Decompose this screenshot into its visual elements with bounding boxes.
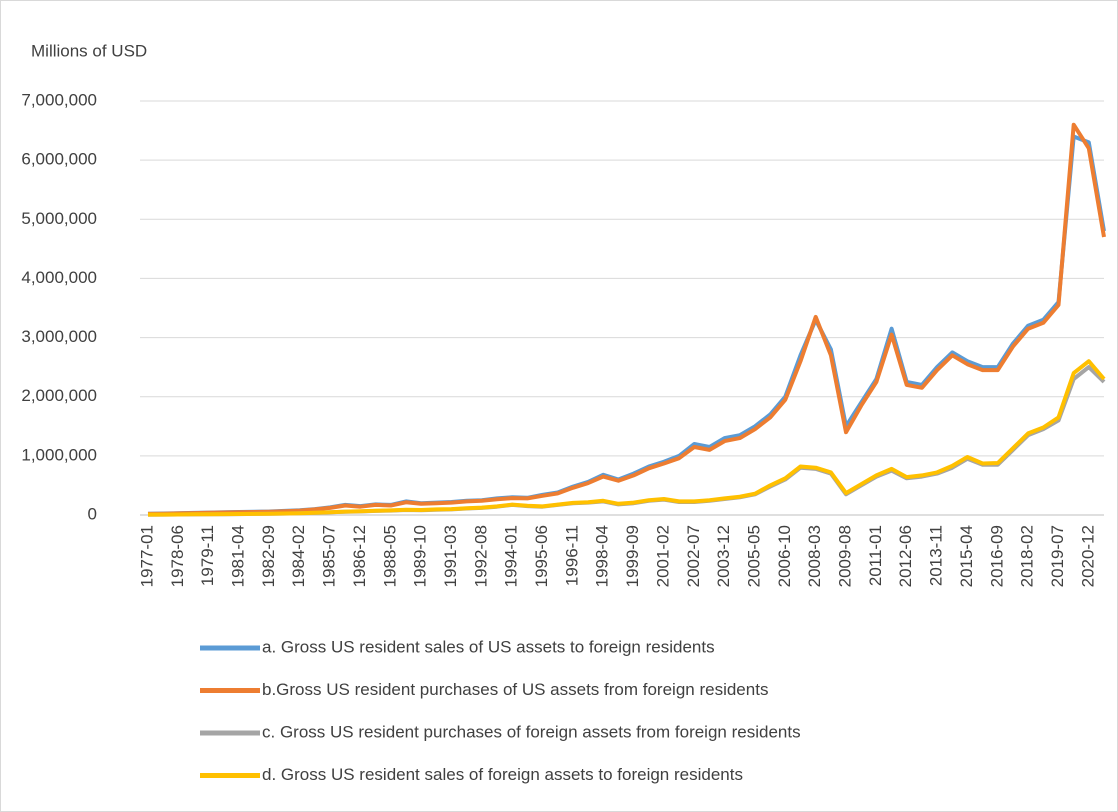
x-tick-label: 1978-06 [168,525,187,587]
x-tick-label: 2012-06 [896,525,915,587]
y-tick-label: 3,000,000 [21,327,97,346]
x-tick-label: 1981-04 [229,525,248,587]
x-tick-label: 2002-07 [684,525,703,587]
x-tick-label: 1982-09 [259,525,278,587]
y-tick-label: 6,000,000 [21,150,97,169]
x-tick-label: 2015-04 [957,525,976,587]
x-tick-label: 1996-11 [562,525,581,586]
x-tick-label: 2006-10 [775,525,794,587]
x-tick-label: 1977-01 [137,525,156,587]
x-tick-label: 1991-03 [441,525,460,587]
y-tick-label: 2,000,000 [21,386,97,405]
x-tick-label: 1984-02 [289,525,308,587]
y-tick-label: 0 [88,504,97,523]
x-tick-label: 1995-06 [532,525,551,587]
x-tick-label: 2011-01 [866,525,885,586]
x-tick-label: 1988-05 [380,525,399,587]
x-tick-label: 1994-01 [502,525,521,587]
x-tick-label: 2019-07 [1048,525,1067,587]
x-tick-label: 2005-05 [744,525,763,587]
x-tick-label: 2008-03 [805,525,824,587]
x-tick-label: 2018-02 [1018,525,1037,587]
legend-label: a. Gross US resident sales of US assets … [262,637,715,656]
y-tick-label: 4,000,000 [21,268,97,287]
series-line [147,122,1106,516]
series-line [148,359,1106,517]
x-tick-label: 2003-12 [714,525,733,587]
x-tick-label: 2020-12 [1078,525,1097,587]
x-tick-label: 1986-12 [350,525,369,587]
x-tick-label: 2013-11 [927,525,946,586]
x-tick-label: 1992-08 [471,525,490,587]
x-tick-label: 1999-09 [623,525,642,587]
y-tick-label: 1,000,000 [21,445,97,464]
legend-label: b.Gross US resident purchases of US asse… [262,680,768,699]
legend-label: d. Gross US resident sales of foreign as… [262,765,743,784]
x-tick-label: 1985-07 [320,525,339,587]
x-tick-label: 2009-08 [836,525,855,587]
legend-label: c. Gross US resident purchases of foreig… [262,722,801,741]
x-tick-label: 1989-10 [411,525,430,587]
x-tick-label: 1998-04 [593,525,612,587]
x-tick-label: 1979-11 [198,525,217,586]
y-tick-label: 5,000,000 [21,209,97,228]
y-tick-label: 7,000,000 [21,90,97,109]
y-axis-title: Millions of USD [31,41,147,60]
x-tick-label: 2001-02 [653,525,672,587]
x-tick-label: 2016-09 [987,525,1006,587]
